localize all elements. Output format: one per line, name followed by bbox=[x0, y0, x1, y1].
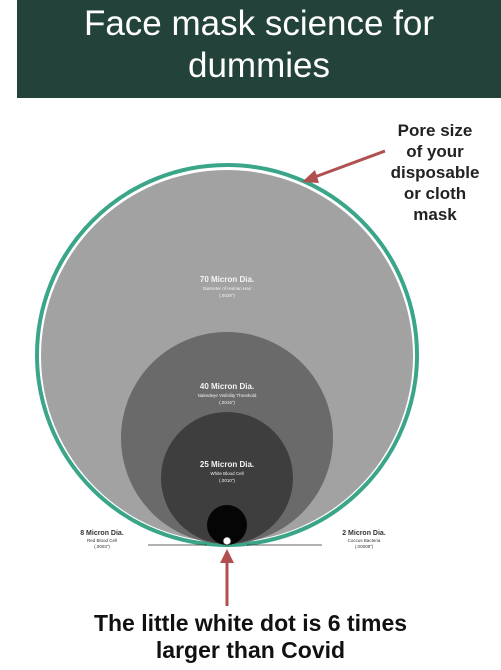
visibility-circle-label: 40 Micron Dia. Nakedeye Visibility Thres… bbox=[152, 381, 302, 406]
pore-size-label: Pore size of your disposable or cloth ma… bbox=[379, 120, 491, 225]
wbc-description: White Blood Cell bbox=[210, 471, 244, 476]
title-line-1: Face mask science for bbox=[83, 4, 435, 43]
pore-arrow-shaft bbox=[311, 149, 386, 180]
rbc-circle bbox=[207, 505, 247, 545]
hair-description: Diameter of Human Hair bbox=[202, 286, 252, 291]
rbc-size-text: 8 Micron Dia. bbox=[80, 530, 124, 537]
caption-line-2: larger than Covid bbox=[155, 637, 346, 663]
visibility-description: Nakedeye Visibility Threshold bbox=[197, 393, 257, 398]
pore-label-line: of your bbox=[406, 142, 464, 161]
wbc-inches: (.0010") bbox=[219, 478, 235, 483]
hair-inches: (.0028") bbox=[219, 293, 235, 298]
hair-size-text: 70 Micron Dia. bbox=[199, 275, 255, 284]
title-line-2: dummies bbox=[188, 46, 330, 85]
wbc-size-text: 25 Micron Dia. bbox=[199, 460, 255, 469]
title-banner: Face mask science for dummies bbox=[17, 0, 501, 98]
wbc-circle bbox=[161, 412, 293, 544]
rbc-label: 8 Micron Dia. Red Blood Cell (.0003") bbox=[56, 529, 148, 550]
rbc-inches: (.0003") bbox=[94, 544, 110, 549]
pore-label-line: Pore size bbox=[397, 121, 473, 140]
bacteria-label: 2 Micron Dia. Coccus Bacteria (.00008") bbox=[318, 529, 410, 550]
bacteria-inches: (.00008") bbox=[354, 544, 374, 549]
pore-label-line: disposable bbox=[390, 163, 480, 182]
wbc-circle-label: 25 Micron Dia. White Blood Cell (.0010") bbox=[177, 459, 277, 484]
pore-label-line: mask bbox=[413, 205, 457, 224]
rbc-description: Red Blood Cell bbox=[86, 538, 118, 543]
bacteria-description: Coccus Bacteria bbox=[347, 538, 381, 543]
pore-arrow-head bbox=[302, 170, 319, 183]
pore-label-line: or cloth bbox=[403, 184, 467, 203]
hair-circle-label: 70 Micron Dia. Diameter of Human Hair (.… bbox=[157, 274, 297, 299]
caption: The little white dot is 6 times larger t… bbox=[0, 610, 501, 664]
caption-line-1: The little white dot is 6 times bbox=[93, 610, 408, 636]
visibility-inches: (.0016") bbox=[219, 400, 235, 405]
dot-arrow-head bbox=[220, 549, 234, 563]
bacteria-size-text: 2 Micron Dia. bbox=[342, 530, 386, 537]
visibility-size-text: 40 Micron Dia. bbox=[199, 382, 255, 391]
bacteria-dot bbox=[222, 536, 232, 546]
